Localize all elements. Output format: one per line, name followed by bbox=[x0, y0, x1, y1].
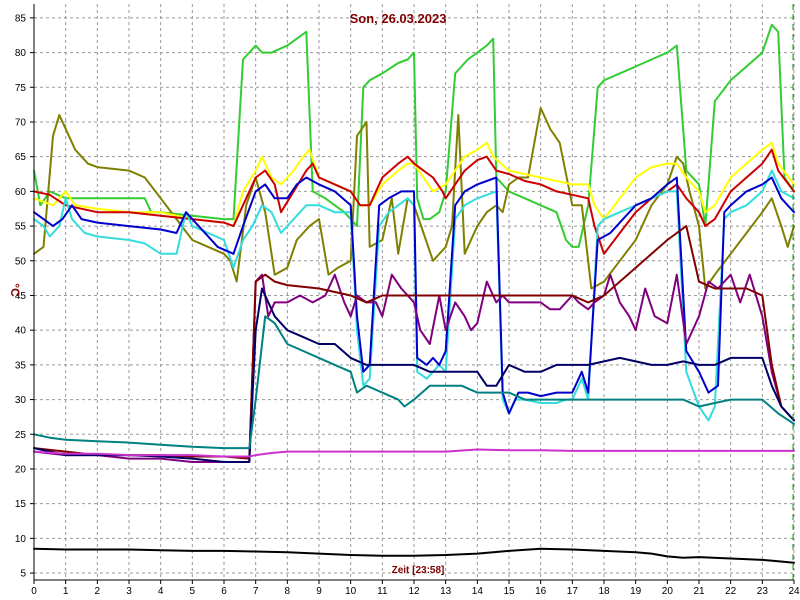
x-tick-label: 3 bbox=[126, 586, 132, 597]
x-tick-label: 16 bbox=[535, 586, 547, 597]
series-line-4 bbox=[33, 148, 795, 255]
x-tick-label: 0 bbox=[31, 586, 37, 597]
x-tick-label: 7 bbox=[253, 586, 259, 597]
x-axis-label: Zeit [23:58] bbox=[392, 565, 445, 576]
x-tick-label: 15 bbox=[503, 586, 515, 597]
axes bbox=[30, 4, 795, 584]
y-tick-label: 55 bbox=[15, 222, 27, 233]
x-tick-label: 21 bbox=[693, 586, 705, 597]
y-tick-label: 65 bbox=[15, 152, 27, 163]
x-tick-label: 13 bbox=[440, 586, 452, 597]
y-tick-label: 50 bbox=[15, 256, 27, 267]
x-tick-label: 11 bbox=[377, 586, 388, 597]
x-tick-label: 10 bbox=[345, 586, 357, 597]
y-tick-label: 80 bbox=[15, 48, 27, 59]
series-line-12 bbox=[33, 547, 795, 564]
x-tick-label: 8 bbox=[285, 586, 291, 597]
x-tick-label: 4 bbox=[158, 586, 164, 597]
y-tick-label: 30 bbox=[15, 395, 27, 406]
y-tick-label: 60 bbox=[15, 187, 27, 198]
tick-labels: 0 1 2 3 4 5 6 7 8 9 10 11 12 13 14 15 16 17 18 19 20 21 22 23 24… bbox=[15, 13, 800, 597]
x-tick-label: 24 bbox=[788, 586, 800, 597]
y-tick-label: 25 bbox=[15, 430, 27, 441]
x-tick-label: 1 bbox=[63, 586, 69, 597]
y-tick-label: 35 bbox=[15, 360, 27, 371]
series-line-1 bbox=[33, 23, 795, 248]
y-tick-label: 40 bbox=[15, 326, 27, 337]
y-tick-label: 70 bbox=[15, 117, 27, 128]
y-axis-label: °C bbox=[8, 283, 22, 297]
x-tick-label: 6 bbox=[221, 586, 227, 597]
x-tick-label: 18 bbox=[598, 586, 610, 597]
x-tick-label: 17 bbox=[567, 586, 579, 597]
series-line-6 bbox=[33, 176, 795, 415]
x-tick-label: 14 bbox=[472, 586, 484, 597]
x-tick-label: 2 bbox=[95, 586, 101, 597]
series-line-11 bbox=[33, 448, 795, 458]
series-line-2 bbox=[33, 107, 795, 290]
x-tick-label: 9 bbox=[316, 586, 322, 597]
x-tick-label: 5 bbox=[190, 586, 196, 597]
x-tick-label: 12 bbox=[408, 586, 420, 597]
y-tick-label: 20 bbox=[15, 464, 27, 475]
x-tick-label: 22 bbox=[725, 586, 737, 597]
y-tick-label: 15 bbox=[15, 499, 27, 510]
y-tick-label: 5 bbox=[20, 569, 26, 580]
y-tick-label: 45 bbox=[15, 291, 27, 302]
x-tick-label: 20 bbox=[662, 586, 674, 597]
series-lines bbox=[33, 4, 795, 580]
series-line-10 bbox=[33, 315, 795, 450]
x-tick-label: 23 bbox=[757, 586, 769, 597]
chart-title: Son, 26.03.2023 bbox=[350, 11, 447, 26]
grid bbox=[34, 4, 795, 580]
y-tick-label: 75 bbox=[15, 83, 27, 94]
series-line-7 bbox=[33, 273, 795, 463]
x-tick-label: 19 bbox=[630, 586, 642, 597]
y-tick-label: 85 bbox=[15, 13, 27, 24]
y-tick-label: 10 bbox=[15, 534, 27, 545]
series-line-9 bbox=[33, 287, 795, 463]
